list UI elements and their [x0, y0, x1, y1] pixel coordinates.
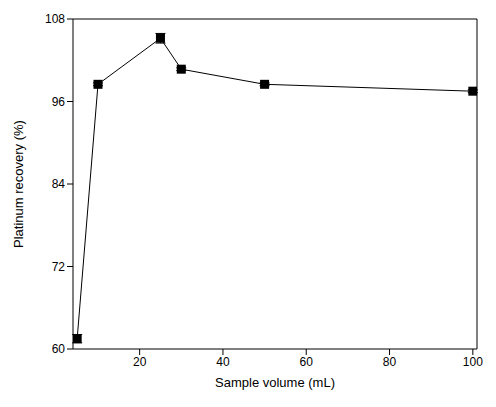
- svg-text:108: 108: [45, 12, 65, 26]
- svg-text:100: 100: [463, 355, 483, 369]
- svg-text:60: 60: [300, 355, 314, 369]
- svg-text:20: 20: [133, 355, 147, 369]
- svg-text:40: 40: [216, 355, 230, 369]
- svg-text:60: 60: [52, 342, 66, 356]
- svg-text:Platinum recovery (%): Platinum recovery (%): [11, 120, 26, 248]
- svg-text:84: 84: [52, 177, 66, 191]
- svg-text:72: 72: [52, 260, 66, 274]
- svg-text:Sample volume (mL): Sample volume (mL): [215, 375, 335, 390]
- svg-text:96: 96: [52, 95, 66, 109]
- svg-text:80: 80: [383, 355, 397, 369]
